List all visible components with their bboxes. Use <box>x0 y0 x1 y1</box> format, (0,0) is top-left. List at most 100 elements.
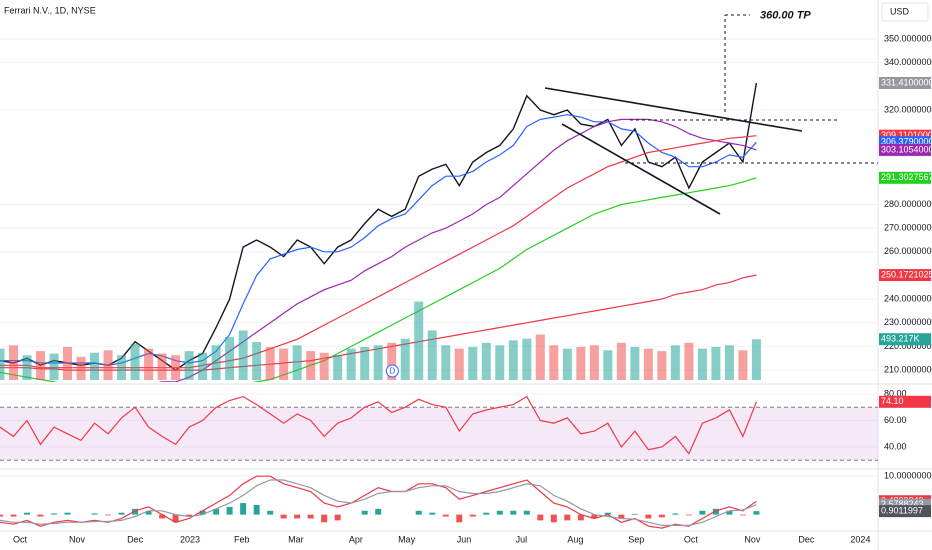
histogram-bar <box>577 514 584 521</box>
histogram-bar <box>685 514 692 516</box>
histogram-bar <box>132 508 139 515</box>
histogram-bar <box>105 514 112 516</box>
currency-label[interactable]: USD <box>890 6 910 16</box>
histogram-bar <box>537 514 544 521</box>
x-tick-label: Dec <box>798 534 815 544</box>
trendline <box>544 87 803 132</box>
histogram-bar <box>564 514 571 521</box>
volume-bar <box>441 345 451 380</box>
histogram-bar <box>37 514 44 517</box>
volume-bar <box>616 342 626 380</box>
y-tick-label: 350.0000000 <box>884 33 932 43</box>
price-badge <box>879 269 931 282</box>
y-tick-label: 230.0000000 <box>884 317 932 327</box>
dividend-label: D <box>390 367 396 376</box>
histogram-bar <box>550 514 557 523</box>
histogram-bar <box>645 514 652 519</box>
x-tick-label: Nov <box>69 534 86 544</box>
volume-bar <box>333 355 343 380</box>
histogram-bar <box>631 513 638 515</box>
histogram-bar <box>361 510 368 515</box>
y-tick-label: 80.00 <box>884 388 907 398</box>
volume-bar <box>751 339 761 380</box>
volume-bar <box>252 342 262 380</box>
price-badge <box>879 395 931 408</box>
x-tick-label: 2023 <box>180 534 200 544</box>
volume-bar <box>414 301 424 380</box>
pane <box>0 82 758 382</box>
currency-button[interactable] <box>881 2 929 22</box>
volume-bar <box>9 345 19 380</box>
volume-bar <box>400 338 410 380</box>
histogram-bar <box>712 508 719 515</box>
pane <box>0 475 760 529</box>
volume-bar <box>670 345 680 380</box>
line-series <box>0 82 758 371</box>
volume-bar <box>508 340 518 380</box>
volume-bar <box>643 348 653 380</box>
histogram-bar <box>321 514 328 523</box>
histogram-bar <box>739 514 746 516</box>
price-badge-label: 250.1721025 <box>881 269 932 279</box>
volume-bar <box>522 338 532 380</box>
volume-bar <box>589 345 599 380</box>
histogram-bar <box>253 505 260 515</box>
histogram-bar <box>186 514 193 517</box>
histogram-bar <box>0 514 3 517</box>
volume-bar <box>306 351 316 380</box>
volume-bar <box>211 345 221 380</box>
price-badge-label: 309.1101000 <box>881 130 932 140</box>
histogram-bar <box>429 512 436 515</box>
price-badge-label: 306.3790000 <box>881 137 932 147</box>
volume-bar <box>535 334 545 380</box>
line-series <box>0 475 757 529</box>
histogram-bar <box>199 510 206 515</box>
price-badge-label: 2.5788243 <box>881 499 924 509</box>
histogram-bar <box>604 512 611 515</box>
histogram-bar <box>334 514 341 521</box>
volume-bar <box>292 345 302 380</box>
volume-bar <box>360 346 370 380</box>
histogram-bar <box>456 514 463 523</box>
volume-bar <box>603 350 613 380</box>
volume-bar <box>22 355 32 380</box>
volume-bar <box>319 352 329 380</box>
price-badge <box>879 76 931 89</box>
line-series <box>158 118 757 382</box>
volume-bar <box>184 351 194 380</box>
x-tick-label: Oct <box>684 534 699 544</box>
y-tick-label: 60.00 <box>884 415 907 425</box>
histogram-bar <box>91 513 98 515</box>
volume-bar <box>468 346 478 380</box>
price-badge-label: 303.1054000 <box>881 144 932 154</box>
histogram-bar <box>591 514 598 519</box>
x-tick-label: Mar <box>288 534 304 544</box>
volume-bar <box>427 330 437 380</box>
y-tick-label: 220.0000000 <box>884 341 932 351</box>
volume-bar <box>0 348 5 380</box>
x-tick-label: Jul <box>516 534 528 544</box>
volume-bar <box>684 342 694 380</box>
histogram-bar <box>118 512 125 515</box>
drawings <box>544 14 878 215</box>
dividend-marker <box>385 364 399 378</box>
x-tick-label: Nov <box>744 534 761 544</box>
volume-bar <box>657 351 667 380</box>
volume-bar <box>724 345 734 380</box>
x-tick-label: Sep <box>628 534 644 544</box>
line-series <box>0 135 757 369</box>
histogram-bar <box>64 512 71 515</box>
x-tick-label: 2024 <box>850 534 870 544</box>
volume-bar <box>454 348 464 380</box>
volume-bar <box>238 330 248 380</box>
price-badge <box>879 505 931 518</box>
volume-bar <box>279 348 289 380</box>
y-tick-label: 210.0000000 <box>884 364 932 374</box>
histogram-bar <box>375 508 382 515</box>
volume-bar <box>630 346 640 380</box>
volume-bar <box>346 348 356 380</box>
price-badge <box>879 143 931 156</box>
price-badge-label: 74.10 <box>881 396 904 406</box>
y-tick-label: 10.0000000 <box>884 471 932 481</box>
